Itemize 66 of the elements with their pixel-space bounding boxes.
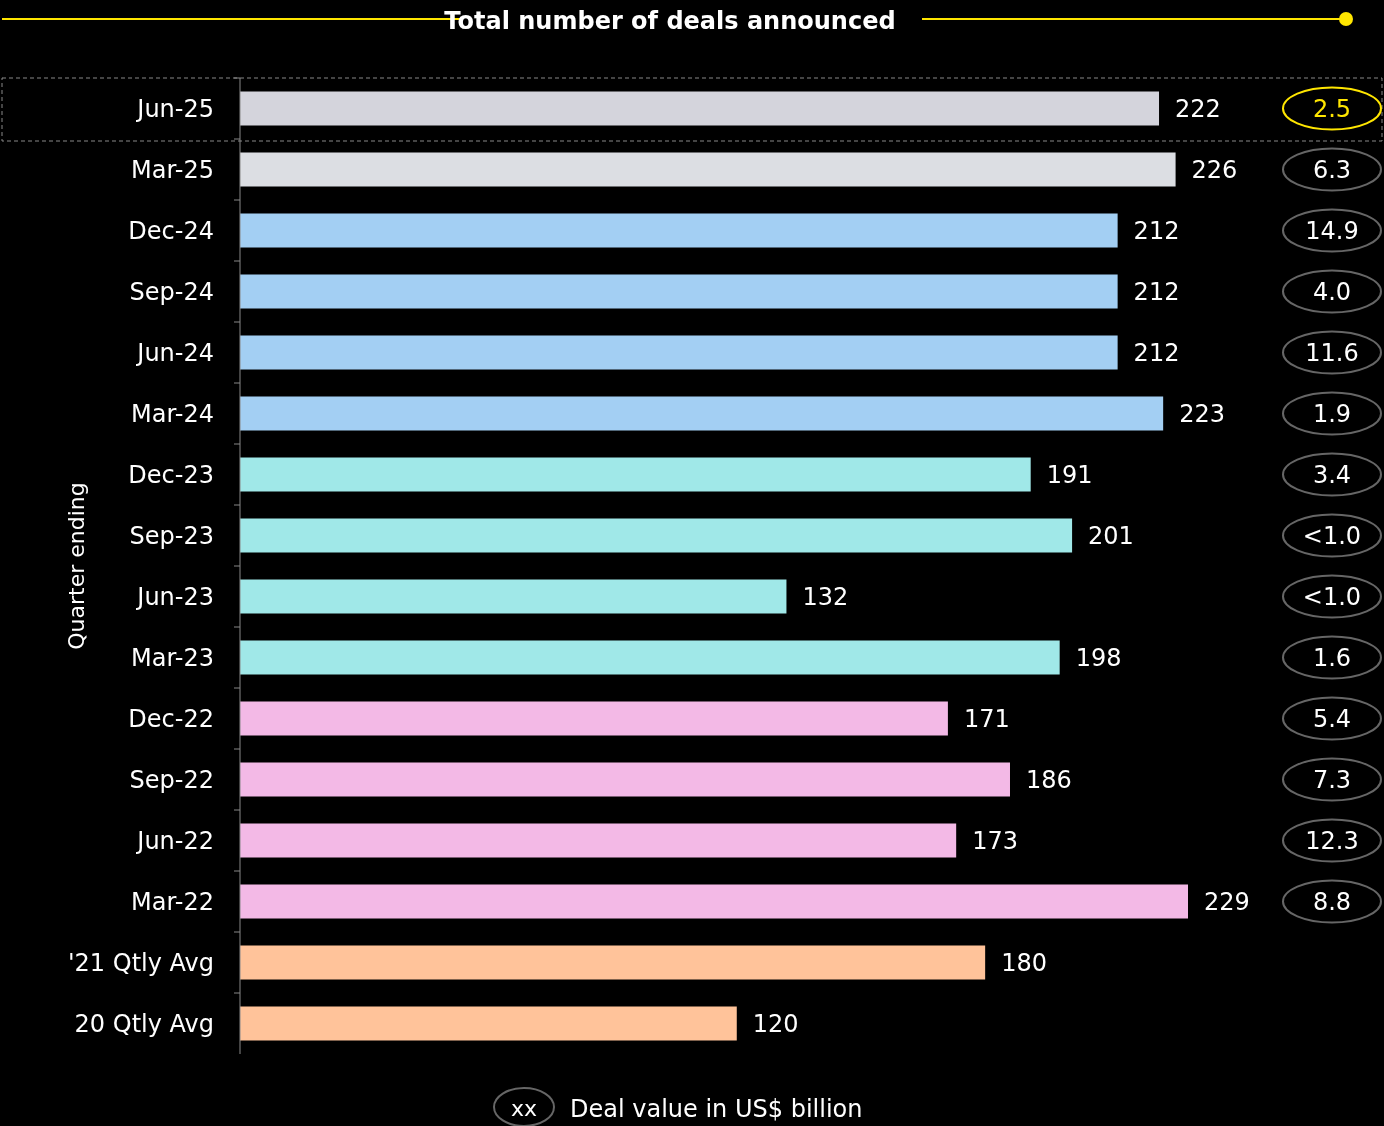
bar <box>240 762 1010 797</box>
text: 2.5 <box>1312 94 1352 123</box>
bar <box>240 457 1031 492</box>
text: 3.4 <box>1312 460 1352 489</box>
data-label: 191 <box>1046 460 1093 489</box>
data-label: 186 <box>1025 765 1072 794</box>
y-tick-label: Dec-22 <box>128 704 214 733</box>
bar <box>240 274 1118 309</box>
data-label: 222 <box>1175 94 1221 123</box>
bar <box>240 335 1118 370</box>
text: <1.0 <box>1302 582 1362 611</box>
data-label: 171 <box>963 704 1010 733</box>
text: <1.0 <box>1302 521 1362 550</box>
data-label: 212 <box>1133 277 1180 306</box>
data-label: 198 <box>1075 643 1122 672</box>
text: 4.0 <box>1312 277 1352 306</box>
y-tick-label: 20 Qtly Avg <box>74 1009 214 1038</box>
text: 11.6 <box>1305 338 1359 367</box>
text: 1.9 <box>1312 399 1352 428</box>
data-label: 226 <box>1191 155 1238 184</box>
data-label: 229 <box>1204 887 1250 916</box>
bar <box>240 518 1073 553</box>
data-label: 223 <box>1179 399 1225 428</box>
y-tick-label: Jun-22 <box>135 826 214 855</box>
bar <box>240 152 1176 187</box>
y-tick-label: Sep-23 <box>129 521 214 550</box>
y-tick-label: Mar-25 <box>131 155 214 184</box>
y-tick-label: Sep-24 <box>129 277 214 306</box>
bar <box>240 945 986 980</box>
text: Deal value in US$ billion <box>570 1095 863 1123</box>
text: 14.9 <box>1305 216 1359 245</box>
y-tick-label: Mar-22 <box>131 887 214 916</box>
y-tick-label: Sep-22 <box>129 765 214 794</box>
y-axis-title: Quarter ending <box>64 482 89 650</box>
y-tick-label: Mar-24 <box>131 399 214 428</box>
data-label: 180 <box>1001 948 1047 977</box>
bar <box>240 579 787 614</box>
bar <box>240 884 1188 919</box>
data-label: 120 <box>752 1009 799 1038</box>
data-label: 212 <box>1133 338 1180 367</box>
text: 6.3 <box>1312 155 1352 184</box>
text: 7.3 <box>1312 765 1352 794</box>
text: xx <box>510 1096 538 1121</box>
y-tick-label: Jun-23 <box>135 582 214 611</box>
data-label: 201 <box>1088 521 1134 550</box>
data-label: 173 <box>972 826 1018 855</box>
chart-title: Total number of deals announced <box>444 7 896 35</box>
y-tick-label: Dec-24 <box>128 216 214 245</box>
data-label: 132 <box>802 582 849 611</box>
bar <box>240 213 1118 248</box>
bar <box>240 823 957 858</box>
y-tick-label: Jun-25 <box>135 94 214 123</box>
y-tick-label: Dec-23 <box>128 460 214 489</box>
y-tick-label: '21 Qtly Avg <box>67 948 214 977</box>
bar <box>240 1006 737 1041</box>
text: 5.4 <box>1312 704 1352 733</box>
bar <box>240 640 1060 675</box>
bar <box>240 396 1164 431</box>
text: 1.6 <box>1312 643 1352 672</box>
bar <box>240 91 1160 126</box>
y-tick-label: Mar-23 <box>131 643 214 672</box>
y-tick-label: Jun-24 <box>135 338 214 367</box>
data-label: 212 <box>1133 216 1180 245</box>
bar <box>240 701 948 736</box>
text: 8.8 <box>1312 887 1352 916</box>
text: 12.3 <box>1305 826 1359 855</box>
